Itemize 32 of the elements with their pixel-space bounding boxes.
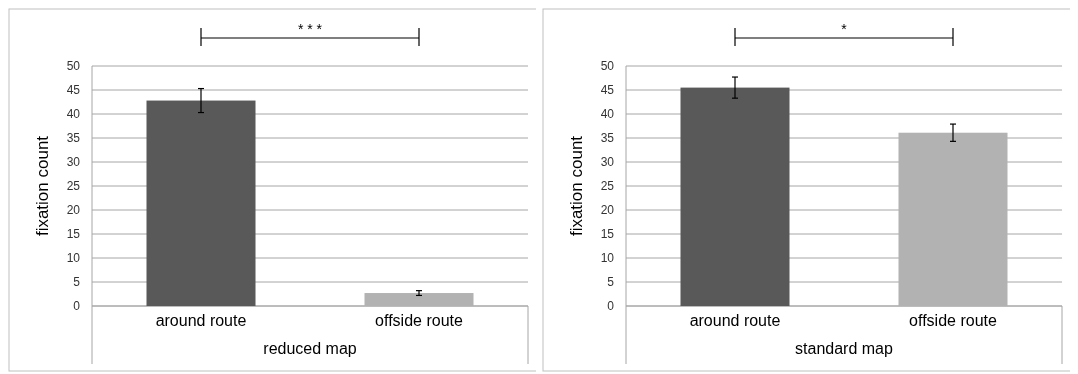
y-tick-label: 30 <box>66 155 81 170</box>
y-tick-label: 20 <box>600 203 615 218</box>
y-tick-label: 10 <box>66 251 81 266</box>
y-tick-label: 10 <box>600 251 615 266</box>
y-tick-label: 45 <box>66 83 81 98</box>
y-tick-label: 15 <box>66 227 81 242</box>
y-axis-title: fixation count <box>567 135 586 237</box>
x-tick-label: around route <box>689 312 781 329</box>
y-tick-label: 5 <box>73 275 81 290</box>
text: * <box>841 21 848 37</box>
y-tick-label: 30 <box>600 155 615 170</box>
y-tick-label: 40 <box>600 107 615 122</box>
y-tick-label: 25 <box>600 179 615 194</box>
y-tick-label: 25 <box>66 179 81 194</box>
y-tick-label: 50 <box>66 59 81 74</box>
y-tick-label: 0 <box>73 299 81 314</box>
x-axis-title: reduced map <box>263 340 357 357</box>
x-tick-label: offside route <box>909 312 997 329</box>
y-tick-label: 45 <box>600 83 615 98</box>
x-tick-label: around route <box>155 312 247 329</box>
y-tick-label: 40 <box>66 107 81 122</box>
y-tick-label: 35 <box>66 131 81 146</box>
y-axis-title: fixation count <box>33 135 52 237</box>
y-tick-label: 20 <box>66 203 81 218</box>
x-tick-label: offside route <box>375 312 463 329</box>
y-tick-label: 50 <box>600 59 615 74</box>
y-tick-label: 35 <box>600 131 615 146</box>
y-tick-label: 15 <box>600 227 615 242</box>
y-tick-label: 0 <box>607 299 615 314</box>
y-tick-label: 5 <box>607 275 615 290</box>
x-axis-title: standard map <box>795 340 894 357</box>
text: * * * <box>297 21 323 37</box>
